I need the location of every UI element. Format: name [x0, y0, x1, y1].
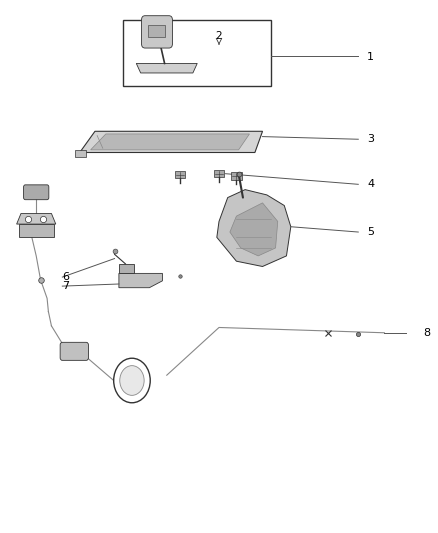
Polygon shape — [80, 131, 262, 152]
Text: 1: 1 — [367, 52, 374, 62]
Text: 6: 6 — [62, 272, 69, 282]
Polygon shape — [19, 224, 53, 237]
Polygon shape — [119, 264, 134, 273]
Polygon shape — [17, 214, 56, 224]
Polygon shape — [136, 63, 197, 73]
Text: 2: 2 — [215, 31, 223, 41]
Bar — [123, 20, 271, 86]
Text: 3: 3 — [367, 134, 374, 144]
Bar — [231, 172, 242, 180]
Polygon shape — [230, 203, 278, 256]
FancyBboxPatch shape — [24, 185, 49, 200]
Text: 7: 7 — [62, 281, 69, 291]
Circle shape — [114, 358, 150, 403]
FancyBboxPatch shape — [60, 342, 88, 360]
Circle shape — [120, 366, 144, 395]
FancyBboxPatch shape — [141, 15, 173, 48]
Text: 5: 5 — [367, 227, 374, 237]
Text: 4: 4 — [367, 179, 374, 189]
Polygon shape — [91, 134, 250, 150]
Bar — [175, 171, 185, 179]
Polygon shape — [217, 190, 291, 266]
Polygon shape — [75, 150, 86, 157]
Polygon shape — [119, 273, 162, 288]
Text: 8: 8 — [424, 328, 431, 338]
Bar — [148, 25, 165, 37]
Bar — [214, 170, 224, 177]
